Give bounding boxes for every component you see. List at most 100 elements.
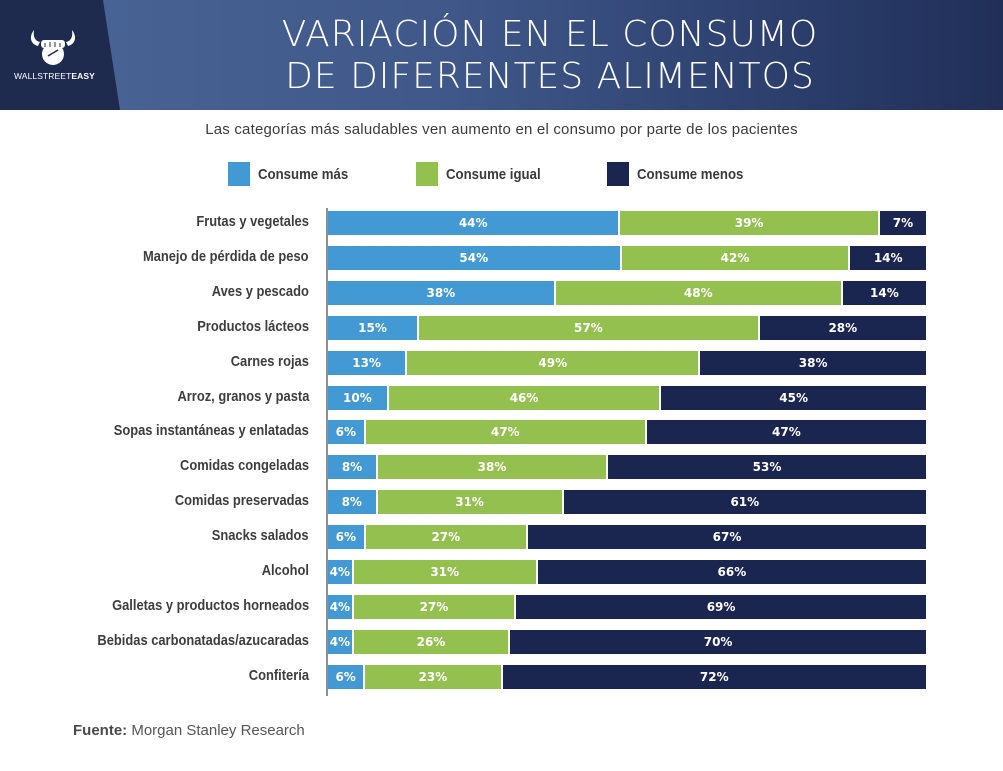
data-label-igual: 31% (455, 495, 484, 510)
data-label-menos: 67% (712, 530, 742, 545)
data-label-menos: 66% (717, 565, 747, 579)
bar-segment-menos: 70% (508, 629, 926, 654)
chart-row: Carnes rojas 13% 49% 38% (0, 350, 1003, 375)
data-label-igual: 38% (477, 460, 507, 475)
bar-segment-menos: 45% (659, 385, 926, 410)
stacked-bar: 6% 27% 67% (328, 525, 926, 550)
bar-segment-igual: 31% (375, 490, 562, 515)
bar-segment-igual: 26% (351, 629, 509, 654)
data-label-mas: 4% (329, 565, 350, 579)
legend-item-consume-menos: Consume menos (607, 162, 758, 186)
chart-row: Comidas preservadas 8% 31% 61% (0, 490, 1003, 515)
bar-segment-menos: 67% (526, 525, 926, 550)
bar-segment-igual: 23% (363, 664, 501, 689)
category-label: Productos lácteos (197, 317, 309, 335)
bar-segment-igual: 47% (363, 420, 645, 445)
bar-segment-menos: 14% (848, 245, 926, 270)
bar-segment-igual: 27% (363, 525, 527, 550)
bar-segment-mas: 15% (328, 315, 418, 340)
bar-segment-igual: 27% (351, 594, 515, 619)
category-label: Alcohol (261, 562, 309, 579)
legend-item-consume-igual: Consume igual (416, 162, 554, 186)
data-label-igual: 42% (720, 250, 750, 265)
data-label-igual: 57% (574, 320, 603, 335)
category-label: Sopas instantáneas y enlatadas (113, 422, 309, 440)
chart-row: Manejo de pérdida de peso 54% 42% 14% (0, 245, 1003, 270)
bar-segment-menos: 47% (644, 420, 926, 445)
data-label-mas: 13% (352, 355, 381, 370)
bull-fist-logo-icon (30, 30, 76, 65)
bar-segment-mas: 6% (328, 420, 364, 445)
category-label: Manejo de pérdida de peso (143, 247, 309, 265)
chart-row: Aves y pescado 38% 48% 14% (0, 280, 1003, 305)
bar-segment-igual: 57% (417, 315, 758, 340)
bar-segment-mas: 8% (328, 455, 376, 480)
logo-text-light: WALLSTREET (14, 71, 72, 81)
data-label-igual: 23% (418, 669, 448, 684)
stacked-bar: 6% 47% 47% (328, 420, 926, 445)
chart-row: Sopas instantáneas y enlatadas 6% 47% 47% (0, 420, 1003, 445)
legend-label-consume-menos: Consume menos (637, 165, 744, 183)
data-label-menos: 72% (699, 669, 729, 684)
category-label: Confitería (248, 666, 309, 684)
bar-segment-mas: 10% (328, 385, 387, 410)
bar-segment-igual: 42% (619, 245, 849, 270)
source-label: Fuente: (73, 722, 128, 739)
bar-segment-menos: 28% (757, 315, 926, 340)
data-label-menos: 14% (873, 250, 903, 265)
data-label-igual: 46% (509, 390, 539, 405)
data-label-igual: 48% (683, 285, 713, 300)
legend-swatch-consume-menos (607, 162, 629, 186)
data-label-mas: 8% (341, 460, 363, 475)
category-label: Arroz, granos y pasta (177, 387, 309, 405)
bar-segment-mas: 44% (328, 211, 619, 235)
source-value: Morgan Stanley Research (131, 722, 305, 739)
bar-segment-menos: 38% (698, 350, 926, 375)
data-label-menos: 61% (730, 495, 760, 510)
data-label-mas: 6% (335, 530, 356, 545)
bar-segment-menos: 61% (561, 490, 926, 515)
data-label-igual: 27% (419, 599, 449, 614)
stacked-bar: 8% 31% 61% (328, 490, 926, 515)
bar-segment-menos: 7% (877, 211, 927, 235)
data-label-mas: 4% (329, 599, 351, 614)
bar-segment-mas: 54% (328, 245, 620, 270)
data-label-igual: 27% (431, 530, 461, 545)
category-axis-line (326, 208, 328, 696)
legend-swatch-consume-mas (228, 162, 250, 186)
bar-segment-mas: 4% (328, 560, 352, 584)
category-label: Frutas y vegetales (196, 213, 309, 230)
logo-panel: WALLSTREETEASY (0, 0, 120, 110)
stacked-bar: 15% 57% 28% (328, 315, 926, 340)
data-label-igual: 47% (490, 425, 520, 440)
chart-legend: Consume más Consume igual Consume menos (0, 162, 1003, 186)
bar-segment-menos: 53% (606, 455, 926, 480)
chart-row: Productos lácteos 15% 57% 28% (0, 315, 1003, 340)
page-title: VARIACIÓN EN EL CONSUMO DE DIFERENTES AL… (160, 14, 940, 98)
title-line-2: DE DIFERENTES ALIMENTOS (285, 56, 815, 97)
chart-row: Alcohol 4% 31% 66% (0, 560, 1003, 584)
bar-segment-mas: 6% (328, 525, 364, 550)
data-label-mas: 8% (341, 495, 362, 510)
stacked-bar: 54% 42% 14% (328, 245, 926, 270)
category-label: Bebidas carbonatadas/azucaradas (97, 631, 309, 649)
data-label-menos: 14% (870, 285, 899, 300)
legend-label-consume-igual: Consume igual (446, 165, 541, 183)
bar-segment-mas: 13% (328, 350, 406, 375)
bar-segment-mas: 8% (328, 490, 376, 515)
bar-segment-igual: 39% (618, 211, 878, 235)
category-label: Snacks salados (212, 527, 309, 545)
data-label-mas: 6% (335, 669, 356, 684)
data-label-menos: 47% (772, 425, 801, 440)
stacked-bar: 4% 26% 70% (328, 629, 926, 654)
chart-row: Galletas y productos horneados 4% 27% 69% (0, 594, 1003, 619)
data-label-igual: 31% (430, 565, 460, 579)
header-banner: WALLSTREETEASY VARIACIÓN EN EL CONSUMO D… (0, 0, 1003, 110)
legend-swatch-consume-igual (416, 162, 438, 186)
data-label-igual: 39% (734, 216, 764, 230)
chart-subtitle: Las categorías más saludables ven aument… (205, 121, 798, 138)
legend-label-consume-mas: Consume más (258, 165, 349, 183)
data-label-igual: 49% (538, 355, 568, 370)
bar-segment-igual: 46% (386, 385, 660, 410)
stacked-bar: 13% 49% 38% (328, 350, 926, 375)
